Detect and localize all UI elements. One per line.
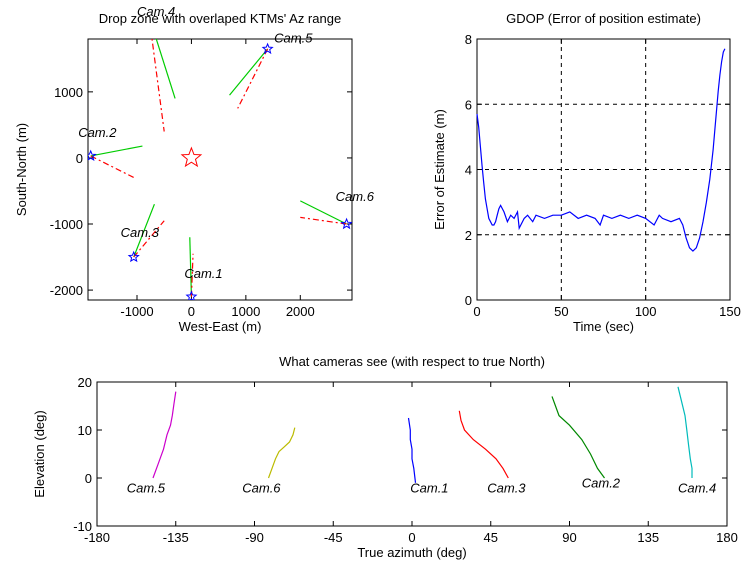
x-tick-label: -90 <box>245 530 264 545</box>
y-tick-label: 20 <box>78 375 92 390</box>
camera-range-green <box>133 203 155 258</box>
series-line-cam6 <box>267 427 296 479</box>
x-tick-label: -135 <box>163 530 189 545</box>
camera-marker-star <box>340 217 352 230</box>
x-tick-label: 50 <box>554 304 568 319</box>
x-tick-label: 0 <box>473 304 480 319</box>
camera-range-red <box>90 155 135 179</box>
y-tick-label: 6 <box>465 97 472 112</box>
series-line-cam5 <box>152 391 177 479</box>
chart-title: What cameras see (with respect to true N… <box>279 354 545 369</box>
x-tick-label: 180 <box>716 530 738 545</box>
x-tick-label: 45 <box>484 530 498 545</box>
series-label: Cam.5 <box>127 480 166 495</box>
y-tick-label: 0 <box>76 151 83 166</box>
y-axis-label: Error of Estimate (m) <box>432 109 447 230</box>
x-tick-label: -45 <box>324 530 343 545</box>
series-label: Cam.2 <box>582 476 621 491</box>
camera-label: Cam.6 <box>336 189 375 204</box>
camera-range-red <box>237 48 269 109</box>
y-tick-label: 4 <box>465 163 472 178</box>
x-axis-label: West-East (m) <box>179 319 262 334</box>
series-line-cam2 <box>551 396 605 479</box>
camera-label: Cam.4 <box>137 4 175 19</box>
x-tick-label: 135 <box>637 530 659 545</box>
gdop-line <box>476 48 726 252</box>
cameras-view-panel: -180 -135 -90 -45 0 45 90 135 180 -10 0 10 20 What ca… <box>32 354 738 560</box>
camera-range-red <box>300 216 347 225</box>
y-axis-label: Elevation (deg) <box>32 410 47 497</box>
y-tick-label: -1000 <box>50 217 83 232</box>
series-label: Cam.1 <box>410 480 448 495</box>
axes-frame <box>476 38 731 301</box>
camera-marker-star <box>127 250 140 263</box>
series-line-cam1 <box>407 417 417 483</box>
camera-range-green <box>189 237 193 297</box>
plot-area <box>88 39 352 300</box>
x-tick-label: 2000 <box>286 304 315 319</box>
y-tick-label: -2000 <box>50 283 83 298</box>
series-line-cam3 <box>458 410 509 479</box>
camera-range-green <box>155 39 176 99</box>
series-label: Cam.6 <box>242 480 281 495</box>
camera-range-green <box>229 48 269 96</box>
camera-range-green <box>300 200 347 225</box>
x-tick-label: 90 <box>562 530 576 545</box>
y-tick-label: 0 <box>465 293 472 308</box>
camera-label: Cam.3 <box>121 225 160 240</box>
x-tick-label: 150 <box>719 304 741 319</box>
axes-frame <box>87 38 353 301</box>
camera-range-red <box>133 220 165 258</box>
series-line-cam4 <box>677 386 693 478</box>
x-tick-label: 0 <box>188 304 195 319</box>
y-tick-label: 1000 <box>54 85 83 100</box>
y-tick-label: 2 <box>465 228 472 243</box>
x-tick-label: 0 <box>408 530 415 545</box>
camera-marker-star <box>261 42 274 55</box>
chart-title: Drop zone with overlaped KTMs' Az range <box>99 11 341 26</box>
y-axis-label: South-North (m) <box>14 123 29 216</box>
camera-range-green <box>90 145 143 157</box>
chart-title: GDOP (Error of position estimate) <box>506 11 701 26</box>
x-axis-label: True azimuth (deg) <box>357 545 466 560</box>
y-tick-label: 10 <box>78 423 92 438</box>
x-tick-label: -1000 <box>120 304 153 319</box>
x-axis-label: Time (sec) <box>573 319 634 334</box>
y-tick-label: 8 <box>465 32 472 47</box>
x-tick-label: 100 <box>635 304 657 319</box>
x-tick-label: 1000 <box>231 304 260 319</box>
y-tick-label: 0 <box>85 471 92 486</box>
y-tick-label: -10 <box>73 519 92 534</box>
camera-label: Cam.2 <box>78 125 117 140</box>
x-tick-label: -180 <box>84 530 110 545</box>
camera-label: Cam.5 <box>274 30 313 45</box>
target-star <box>180 146 203 168</box>
camera-range-red <box>151 39 165 132</box>
camera-marker-star <box>185 290 198 300</box>
series-label: Cam.4 <box>678 480 716 495</box>
drop-zone-panel: -1000 0 1000 2000 -2000 -1000 0 1000 Drop zone w… <box>14 4 375 334</box>
camera-label: Cam.1 <box>184 266 222 281</box>
camera-marker-star <box>88 149 97 162</box>
gdop-panel: 0 50 100 150 0 2 4 6 8 GDOP (Error of position es… <box>432 11 741 334</box>
series-label: Cam.3 <box>487 480 526 495</box>
